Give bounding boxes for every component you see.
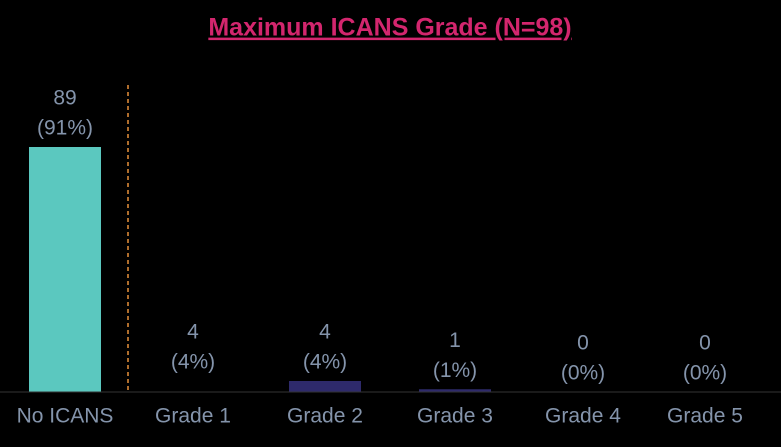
x-tick-label: Grade 5 (667, 405, 743, 428)
percent-label: (1%) (433, 359, 477, 382)
percent-label: (0%) (683, 362, 727, 385)
value-label: 4 (319, 321, 331, 344)
percent-label: (4%) (303, 351, 347, 374)
value-label: 0 (699, 332, 711, 355)
value-label: 1 (449, 329, 461, 352)
chart-title: Maximum ICANS Grade (N=98) (208, 14, 571, 42)
value-label: 89 (53, 87, 76, 110)
percent-label: (4%) (171, 351, 215, 374)
bar (419, 389, 491, 392)
bar (289, 380, 361, 392)
x-tick-label: Grade 4 (545, 405, 621, 428)
percent-label: (0%) (561, 362, 605, 385)
x-tick-label: Grade 1 (155, 405, 231, 428)
x-tick-label: Grade 2 (287, 405, 363, 428)
bar (29, 147, 101, 392)
x-tick-label: Grade 3 (417, 405, 493, 428)
x-tick-label: No ICANS (17, 405, 114, 428)
value-label: 0 (577, 332, 589, 355)
value-label: 4 (187, 321, 199, 344)
bar (157, 380, 229, 392)
percent-label: (91%) (37, 117, 93, 140)
